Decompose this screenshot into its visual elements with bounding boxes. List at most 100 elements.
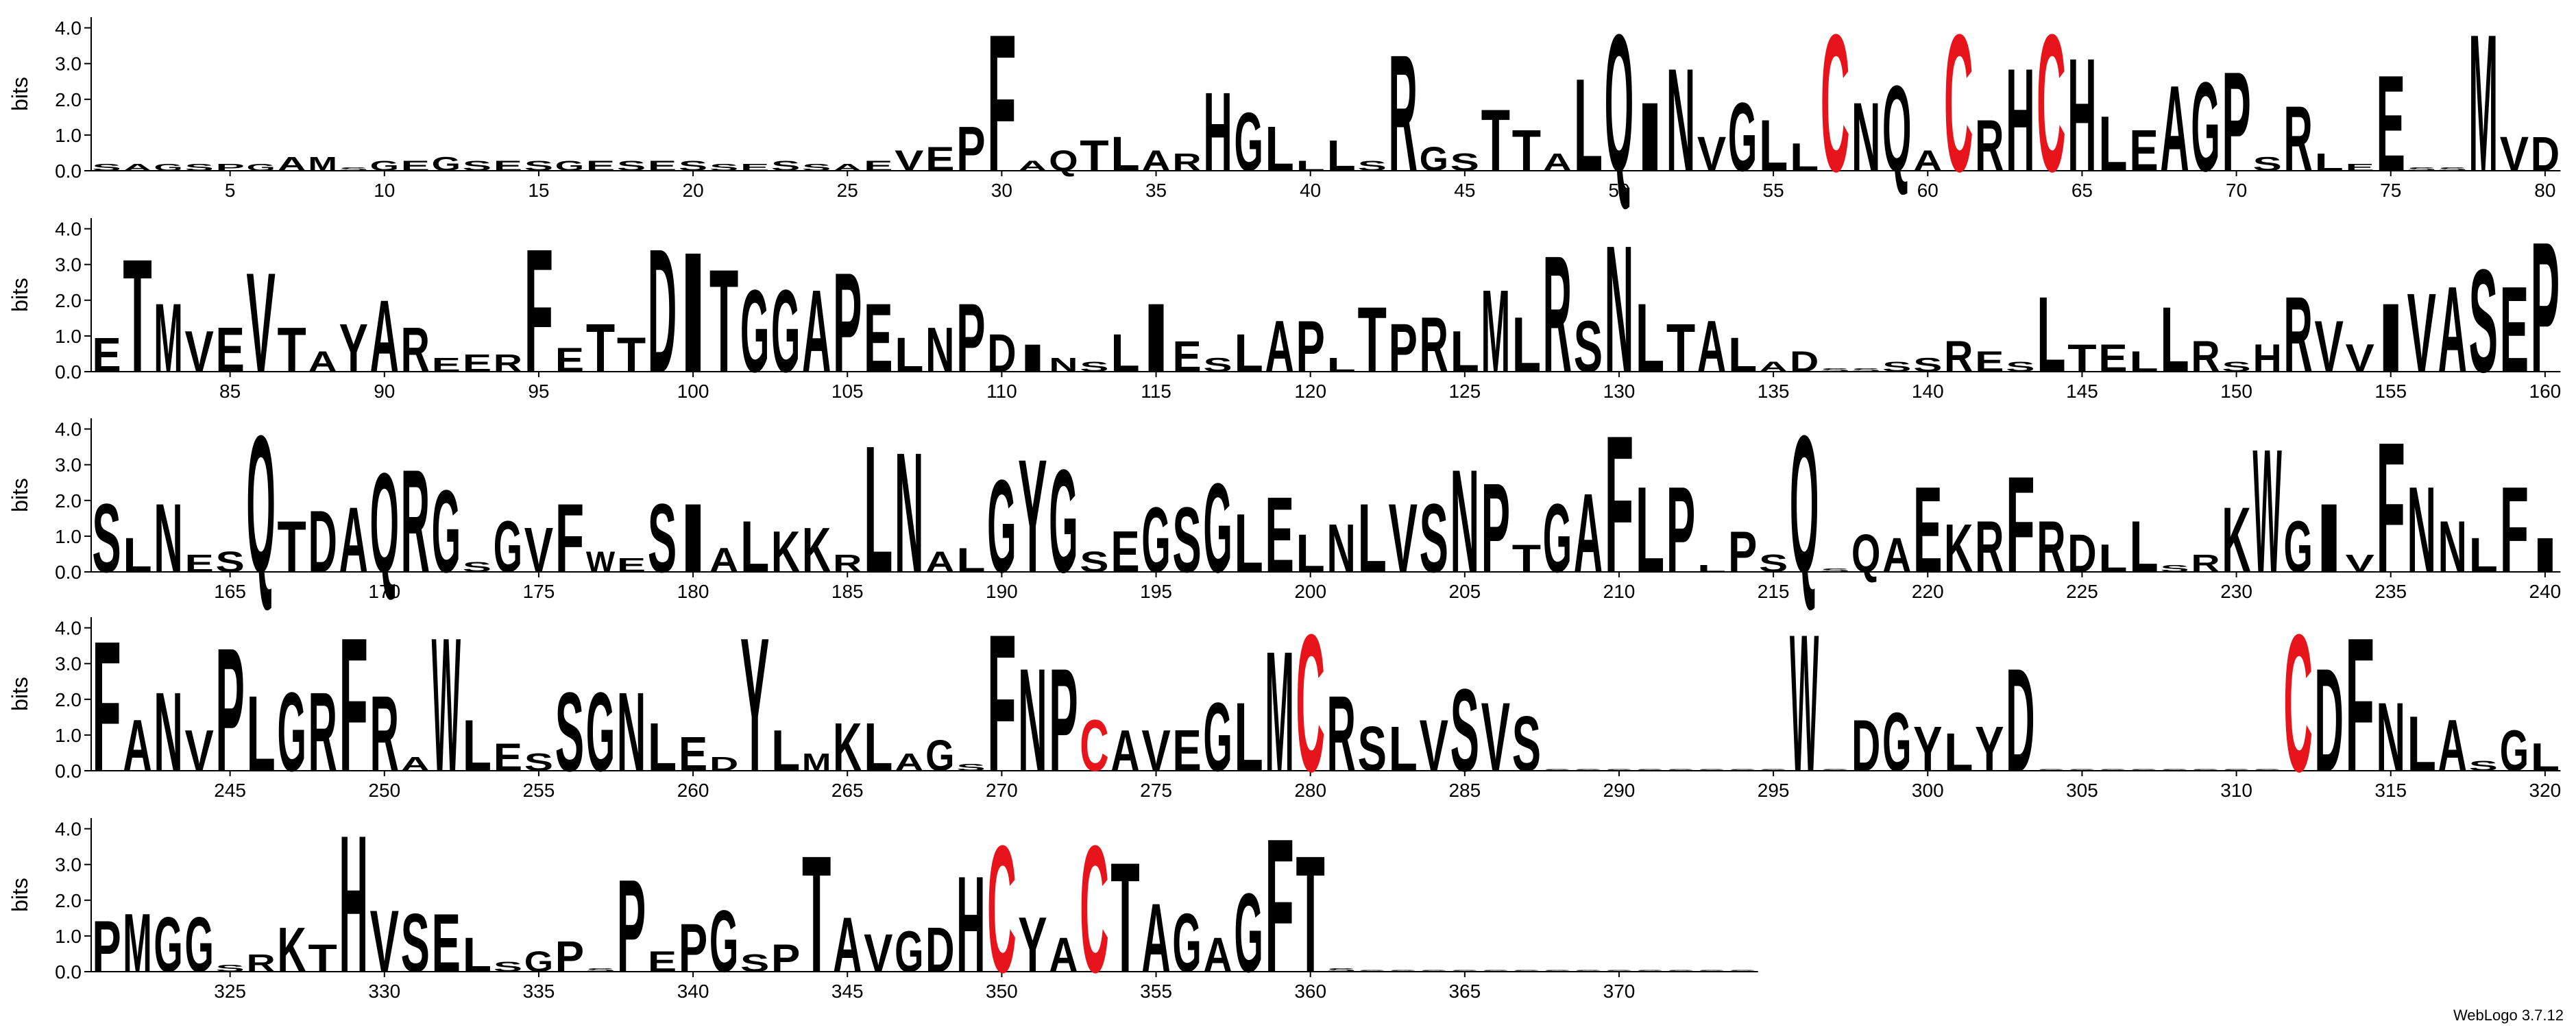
logo-letter: L	[1358, 483, 1387, 593]
logo-letter: R	[2283, 87, 2312, 191]
logo-letter: D	[648, 213, 677, 409]
logo-letter: P	[679, 910, 707, 987]
logo-letter: R	[1975, 505, 2004, 588]
logo-letter: G	[1234, 869, 1263, 996]
x-tick-label: 190	[986, 581, 1018, 602]
x-tick-label: 110	[986, 381, 1017, 402]
x-tick-label: 295	[1758, 780, 1790, 801]
logo-letter: E	[2377, 47, 2405, 200]
y-tick-label: 0.0	[55, 961, 82, 983]
logo-letter: F	[339, 598, 368, 811]
logo-letter: Q	[370, 444, 399, 603]
x-tick-label: 235	[2374, 581, 2407, 602]
logo-letter: C	[1821, 0, 1849, 213]
logo-letter: S	[1666, 970, 1695, 972]
logo-letter: T	[1110, 830, 1139, 1005]
y-tick-label: 4.0	[55, 618, 82, 639]
logo-letter: E	[401, 158, 430, 174]
logo-letter: P	[1049, 639, 1078, 802]
logo-letter: S	[1759, 550, 1788, 577]
logo-letter: H	[2006, 39, 2034, 202]
logo-letter: L	[1759, 104, 1788, 187]
logo-letter: T	[1481, 92, 1510, 190]
logo-letter: D	[1851, 704, 1880, 787]
logo-letter: A	[2438, 261, 2467, 398]
logo-letter: P	[215, 162, 244, 173]
logo-letter: S	[1636, 769, 1664, 771]
x-tick-label: 145	[2066, 381, 2098, 402]
logo-letter: N	[925, 315, 954, 385]
logo-letter: S	[1605, 970, 1633, 972]
logo-letter: W	[1790, 594, 1819, 813]
logo-letter: L	[463, 704, 491, 787]
x-tick-label: 80	[2534, 180, 2555, 201]
y-tick-label: 1.0	[55, 125, 82, 146]
x-tick-label: 120	[1294, 381, 1326, 402]
logo-letter: T	[1512, 537, 1541, 581]
logo-letter: G	[184, 901, 213, 989]
logo-letter: V	[895, 145, 923, 178]
logo-letter: E	[740, 162, 769, 173]
logo-letter: M	[154, 283, 182, 393]
x-tick-label: 55	[1763, 180, 1784, 201]
logo-letter: S	[2129, 769, 2158, 771]
logo-letter: E	[679, 727, 707, 782]
logo-letter: G	[278, 669, 306, 795]
x-tick-label: 140	[1912, 381, 1944, 402]
logo-letter: D	[709, 753, 738, 775]
x-tick-label: 165	[214, 581, 246, 602]
logo-letter: T	[1296, 822, 1325, 1008]
x-tick-label: 210	[1603, 581, 1636, 602]
logo-letter: L	[2407, 700, 2436, 788]
x-tick-label: 155	[2374, 381, 2407, 402]
logo-letter: A	[1141, 145, 1170, 178]
x-tick-label: 365	[1448, 981, 1481, 1002]
logo-letter: I	[1636, 82, 1664, 192]
logo-letter: K	[278, 915, 306, 985]
logo-letter: N	[1327, 510, 1356, 587]
logo-letter: C	[1944, 0, 1973, 213]
logo-letter: L	[1574, 51, 1603, 199]
y-tick-label: 3.0	[55, 254, 82, 276]
y-tick-label: 4.0	[55, 819, 82, 840]
logo-letter: Y	[1018, 901, 1047, 989]
x-tick-label: 345	[831, 981, 864, 1002]
y-axis-label: bits	[8, 677, 32, 711]
logo-letter: V	[1697, 127, 1726, 182]
x-tick-label: 95	[528, 381, 549, 402]
x-tick-label: 50	[1608, 180, 1629, 201]
logo-letter: A	[925, 546, 954, 579]
logo-letter: G	[154, 162, 182, 173]
logo-letter: S	[1358, 970, 1387, 972]
x-tick-label: 185	[831, 581, 864, 602]
logo-letter: D	[987, 324, 1016, 383]
x-tick-label: 315	[2374, 780, 2407, 801]
logo-letter: S	[1574, 305, 1603, 387]
y-tick-label: 2.0	[55, 890, 82, 911]
logo-letter: V	[2315, 305, 2344, 387]
logo-letter: G	[987, 452, 1016, 600]
x-tick-label: 135	[1758, 381, 1790, 402]
logo-letter: L	[1296, 158, 1325, 174]
logo-letter: Q	[1049, 145, 1078, 178]
logo-letter: L	[895, 328, 923, 383]
logo-letter: L	[864, 409, 892, 611]
logo-letter: S	[92, 162, 121, 173]
logo-letter: S	[463, 559, 491, 575]
logo-letter: P	[92, 905, 121, 987]
y-tick-label: 0.0	[55, 361, 82, 383]
logo-letter: L	[1327, 131, 1356, 180]
y-tick-label: 2.0	[55, 490, 82, 512]
logo-letter: P	[1666, 461, 1695, 598]
logo-letter: G	[247, 162, 276, 173]
logo-letter: C	[1296, 594, 1325, 813]
logo-letter: G	[925, 731, 954, 780]
logo-letter: S	[1574, 769, 1603, 771]
x-tick-label: 160	[2529, 381, 2562, 402]
logo-letter: G	[586, 669, 615, 795]
logo-letter: G	[709, 893, 738, 991]
logo-letter: R	[1944, 332, 1973, 381]
logo-letter: V	[184, 319, 213, 385]
logo-letter: M	[2469, 0, 2498, 213]
